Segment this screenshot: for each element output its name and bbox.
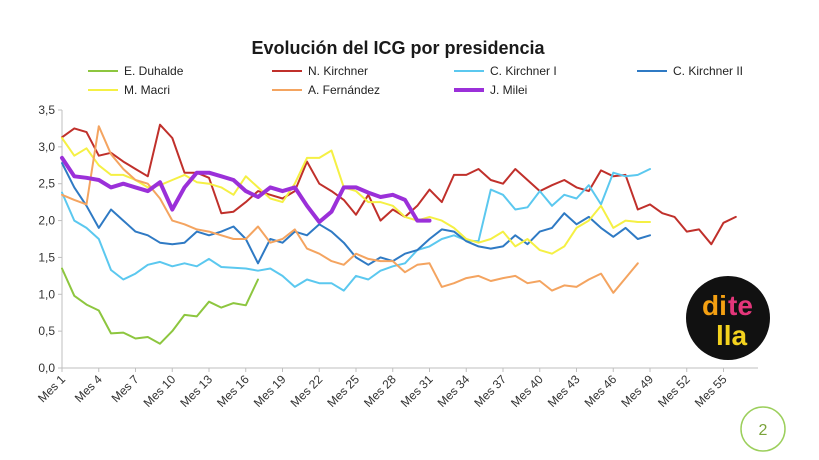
ditella-logo: di te lla xyxy=(686,276,770,360)
legend-label: C. Kirchner I xyxy=(490,64,557,78)
series-line-c-kirchner-i xyxy=(61,168,651,292)
x-tick-label: Mes 40 xyxy=(508,372,546,410)
x-tick-label: Mes 55 xyxy=(692,372,730,410)
x-tick-label: Mes 19 xyxy=(251,372,289,410)
legend-item: J. Milei xyxy=(454,83,527,97)
legend: E. Duhalde N. Kirchner C. Kirchner I C. Kir… xyxy=(88,64,743,97)
svg-text:lla: lla xyxy=(716,320,748,351)
series-line-j-milei xyxy=(60,155,432,224)
x-tick-label: Mes 28 xyxy=(361,372,399,410)
x-tick-label: Mes 31 xyxy=(398,372,436,410)
series-group xyxy=(60,123,737,345)
legend-item: C. Kirchner II xyxy=(637,64,743,78)
x-axis: Mes 1 Mes 4 Mes 7 Mes 10 Mes 13 Mes 16 Mes 19 M… xyxy=(35,368,730,410)
legend-label: E. Duhalde xyxy=(124,64,184,78)
x-tick-label: Mes 10 xyxy=(141,372,179,410)
x-tick-label: Mes 1 xyxy=(35,372,68,405)
y-tick-label: 3,5 xyxy=(38,103,55,117)
series-line-a-fern-ndez xyxy=(61,125,639,294)
x-tick-label: Mes 25 xyxy=(324,372,362,410)
x-tick-label: Mes 37 xyxy=(471,372,509,410)
x-tick-label: Mes 22 xyxy=(288,372,326,410)
legend-label: J. Milei xyxy=(490,83,527,97)
x-tick-label: Mes 7 xyxy=(109,372,142,405)
series-line-e-duhalde xyxy=(61,267,259,345)
x-tick-label: Mes 13 xyxy=(177,372,215,410)
page-number-badge: 2 xyxy=(740,406,786,452)
y-tick-label: 0,0 xyxy=(38,361,55,375)
chart-title: Evolución del ICG por presidencia xyxy=(251,38,545,58)
y-tick-label: 0,5 xyxy=(38,324,55,338)
x-tick-label: Mes 46 xyxy=(582,372,620,410)
x-tick-label: Mes 43 xyxy=(545,372,583,410)
legend-item: C. Kirchner I xyxy=(454,64,557,78)
series-line-c-kirchner-ii xyxy=(61,162,651,266)
y-tick-label: 2,5 xyxy=(38,177,55,191)
legend-label: M. Macri xyxy=(124,83,170,97)
x-tick-label: Mes 16 xyxy=(214,372,252,410)
legend-item: M. Macri xyxy=(88,83,170,97)
y-axis: 0,0 0,5 1,0 1,5 2,0 2,5 3,0 3,5 xyxy=(38,103,62,375)
svg-text:te: te xyxy=(728,290,753,321)
legend-label: N. Kirchner xyxy=(308,64,368,78)
y-tick-label: 2,0 xyxy=(38,214,55,228)
y-tick-label: 3,0 xyxy=(38,140,55,154)
y-tick-label: 1,5 xyxy=(38,250,55,264)
y-tick-label: 1,0 xyxy=(38,287,55,301)
svg-text:di: di xyxy=(702,290,727,321)
x-tick-label: Mes 52 xyxy=(655,372,693,410)
legend-item: N. Kirchner xyxy=(272,64,368,78)
x-tick-label: Mes 34 xyxy=(435,372,473,410)
x-tick-label: Mes 49 xyxy=(618,372,656,410)
svg-text:2: 2 xyxy=(759,422,768,439)
legend-item: E. Duhalde xyxy=(88,64,184,78)
legend-label: C. Kirchner II xyxy=(673,64,743,78)
legend-label: A. Fernández xyxy=(308,83,380,97)
x-tick-label: Mes 4 xyxy=(72,372,105,405)
legend-item: A. Fernández xyxy=(272,83,380,97)
